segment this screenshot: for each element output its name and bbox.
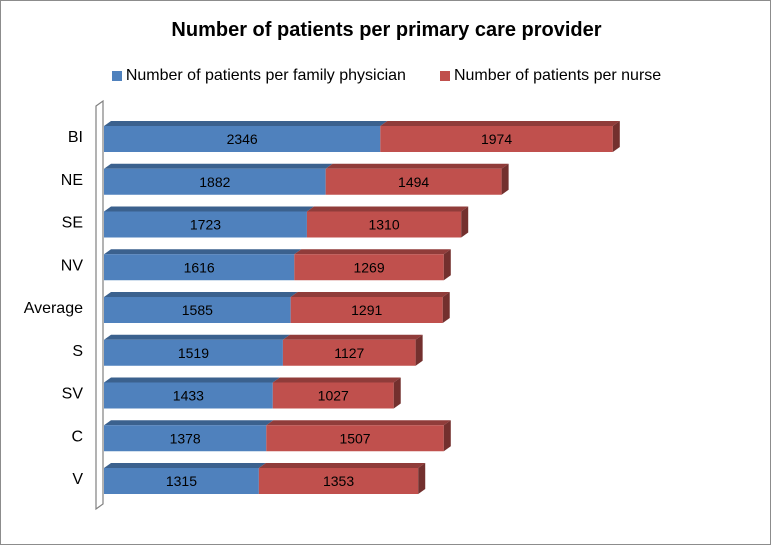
category-label: C [71,428,83,445]
bar-side [393,377,401,409]
category-label: V [72,471,83,488]
bar-nurse [380,126,613,152]
bar-top-physician [104,163,333,169]
bar-side [443,249,451,281]
category-label: SE [62,215,83,232]
legend-swatch-nurse [439,71,450,81]
bar-physician [104,339,283,366]
chart-title: Number of patients per primary care prov… [171,19,602,41]
axis-wall [95,99,104,511]
data-label: 2346 [227,131,258,147]
bar-nurse [258,468,419,494]
bar-physician [104,468,259,494]
bar-top-physician [104,420,274,426]
bar-top-physician [104,334,290,340]
bar-nurse [325,168,502,195]
bar-side [612,121,620,152]
legend-item-nurse: Number of patients per nurse [439,67,662,85]
legend-swatch-physician [111,71,122,81]
bar-top-nurse [380,121,620,126]
data-label: 1882 [199,174,230,190]
category-label: NV [61,257,84,274]
bar-physician [104,126,381,152]
bar-side [461,206,469,238]
bar-top-physician [104,377,280,383]
bar-side [442,292,450,323]
data-label: 1310 [368,217,399,233]
bar-top-nurse [290,292,450,297]
data-label: 1291 [351,302,382,318]
data-label: 1353 [323,473,354,489]
bar-physician [104,382,273,409]
category-label: Average [24,300,83,317]
legend-item-physician: Number of patients per family physician [111,67,406,85]
bar-physician [104,211,307,238]
data-label: 1315 [166,473,197,489]
bar-nurse [290,297,443,323]
data-label: 1494 [398,174,429,190]
bar-top-nurse [272,377,401,383]
data-label: 1433 [173,388,204,404]
data-label: 1519 [178,345,209,361]
bar-side [415,334,423,366]
bar-top-nurse [294,249,451,255]
bar-physician [104,425,267,452]
data-label: 1378 [170,430,201,446]
bar-nurse [282,339,416,366]
bar-top-physician [104,463,266,468]
data-label: 1027 [318,388,349,404]
legend-label-nurse: Number of patients per nurse [453,67,662,84]
bar-top-physician [104,121,388,126]
bar-top-nurse [282,334,423,340]
data-label: 1723 [190,217,221,233]
bar-top-physician [104,206,314,212]
bar-top-nurse [306,206,469,212]
data-label: 1269 [353,259,384,275]
bar-nurse [272,382,394,409]
bar-top-physician [104,249,302,255]
bar-side [418,463,426,494]
bar-side [443,420,451,452]
bar-top-nurse [325,163,509,169]
bar-top-nurse [266,420,451,426]
data-label: 1974 [481,131,512,147]
data-label: 1127 [334,345,364,361]
bar-physician [104,168,326,195]
category-label: S [72,343,83,360]
bar-nurse [306,211,462,238]
bar-nurse [294,254,444,281]
category-label: BI [68,129,83,146]
category-label: SV [62,386,84,403]
legend-label-physician: Number of patients per family physician [125,67,406,84]
bar-physician [104,254,295,281]
data-label: 1585 [182,302,213,318]
data-label: 1507 [339,430,370,446]
bar-top-physician [104,292,298,297]
category-label: NE [61,172,83,189]
bar-nurse [266,425,444,452]
data-label: 1616 [184,259,215,275]
legend: Number of patients per family physician … [1,67,771,85]
bar-physician [104,297,291,323]
bar-side [501,163,509,195]
bar-top-nurse [258,463,426,468]
